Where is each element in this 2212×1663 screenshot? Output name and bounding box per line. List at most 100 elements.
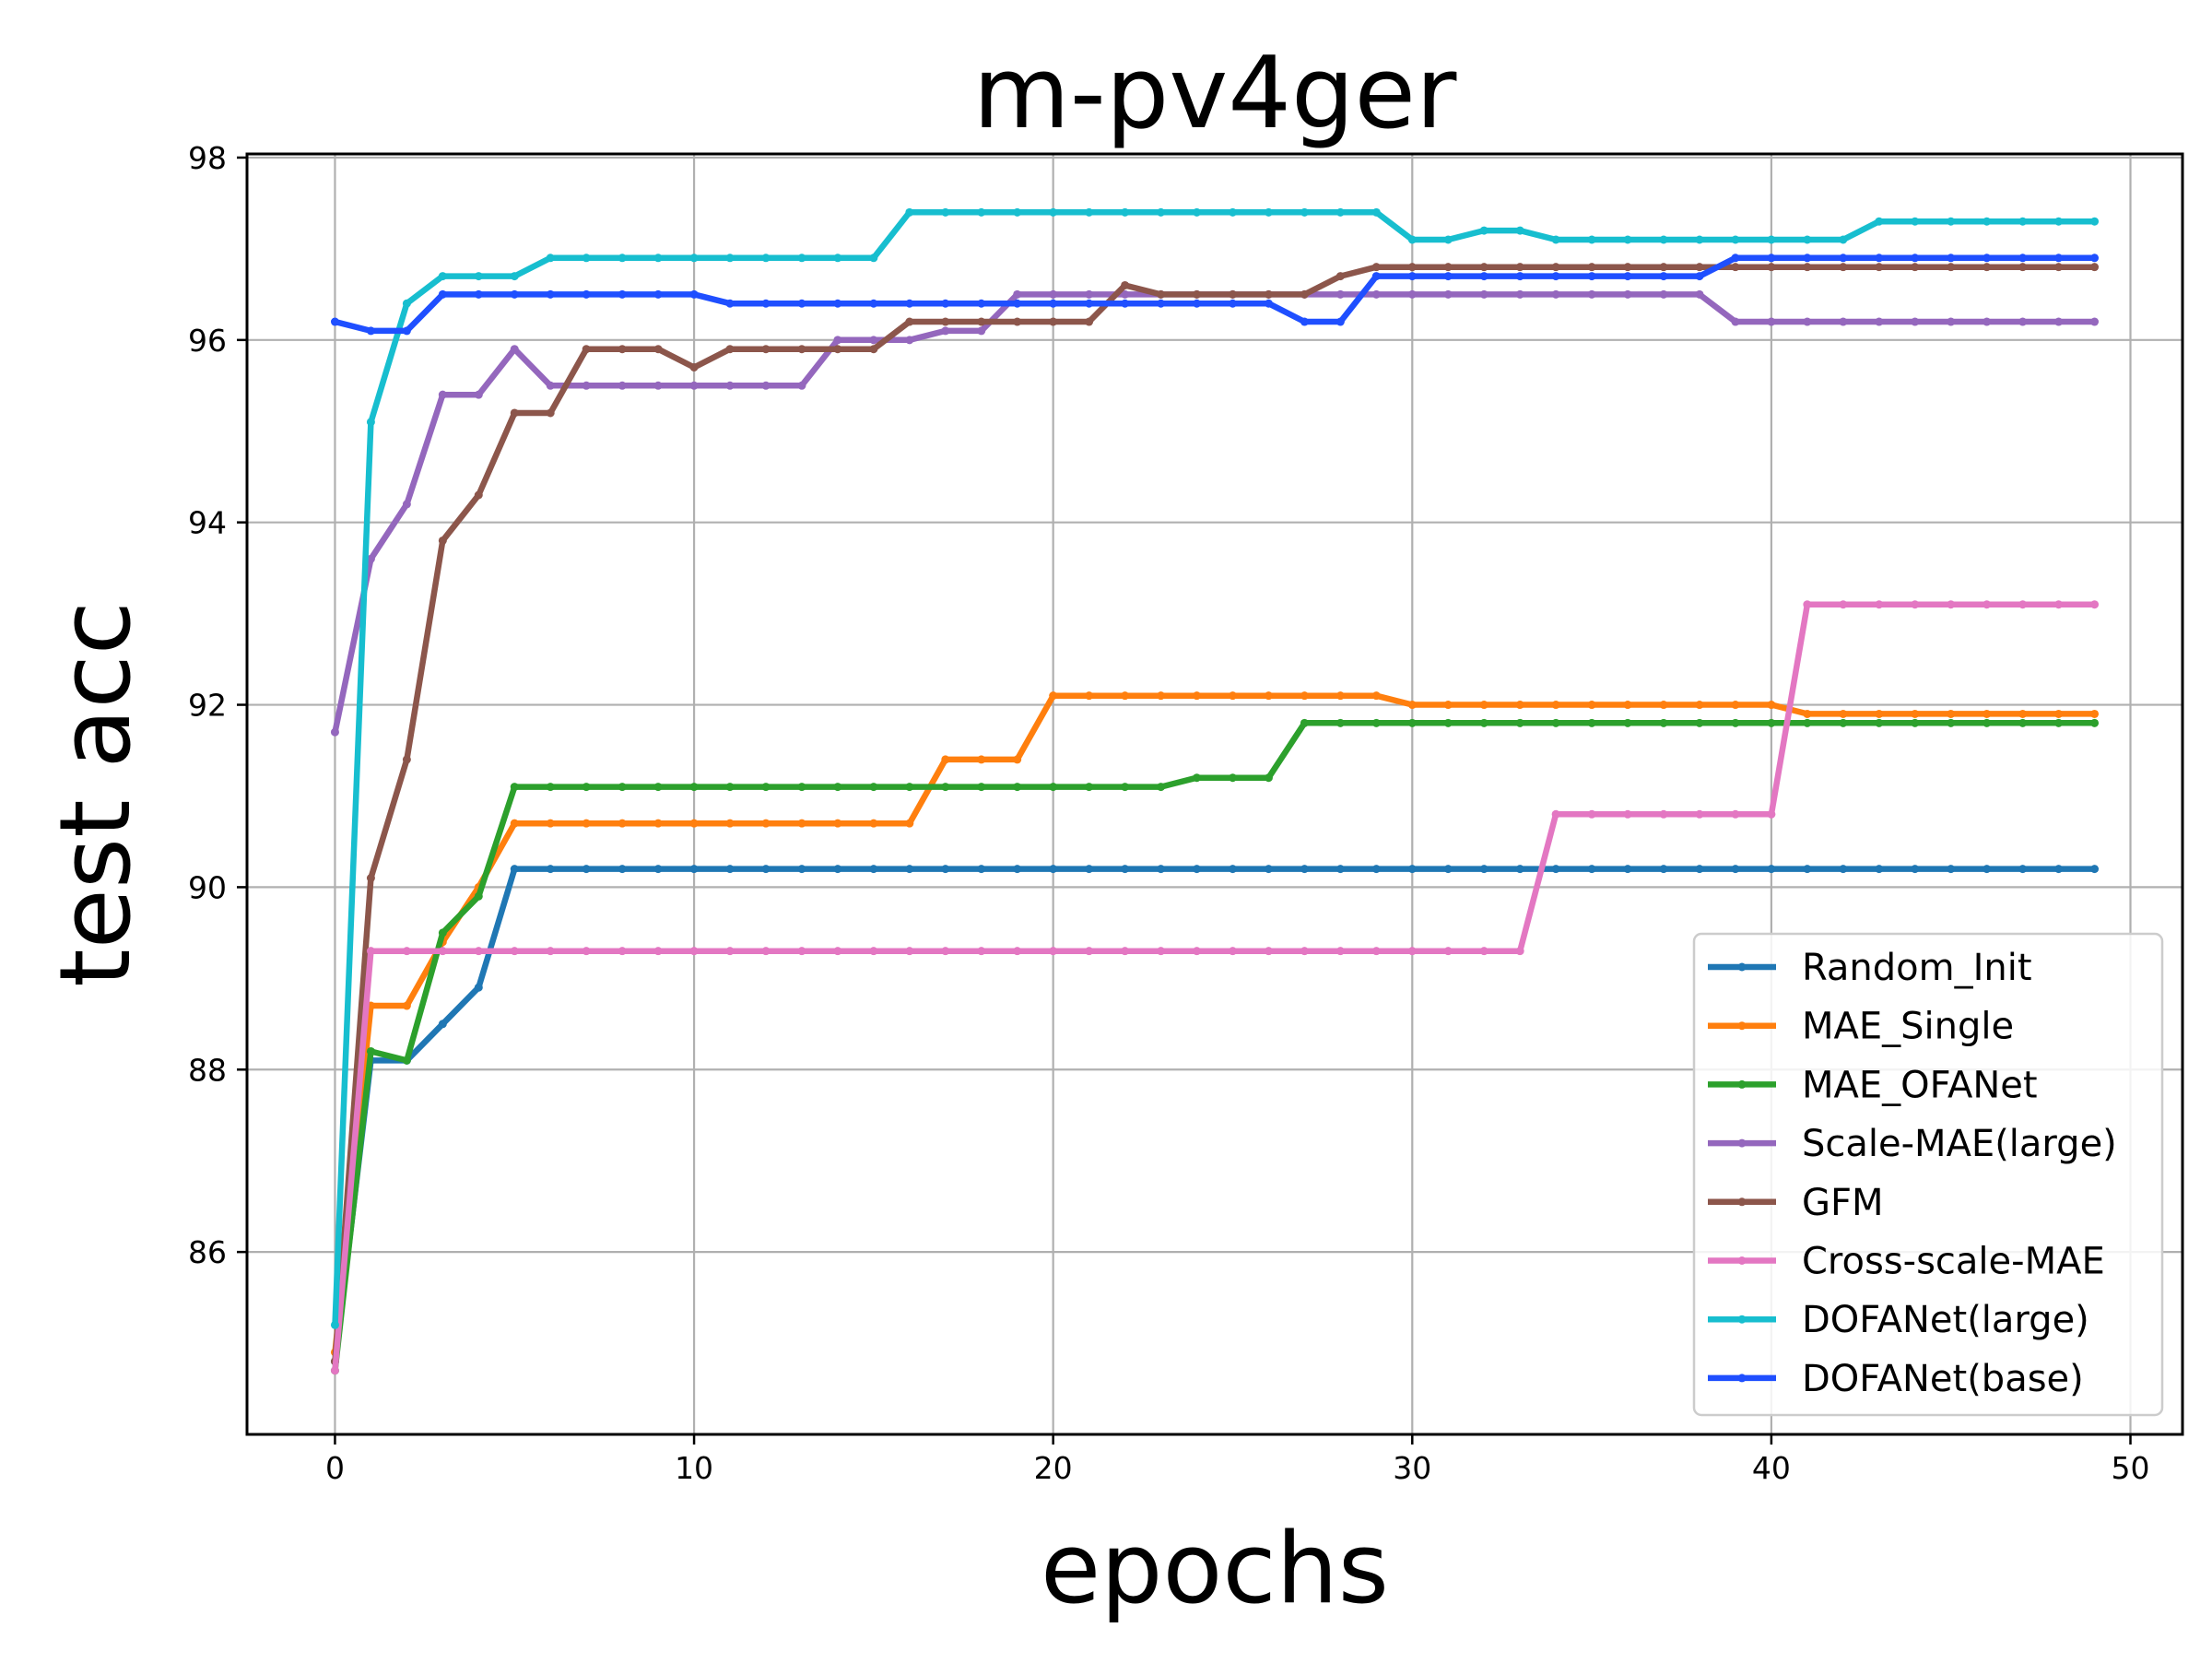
data-point	[2018, 263, 2028, 272]
data-point	[689, 381, 699, 390]
data-point	[510, 947, 519, 956]
data-point	[1335, 947, 1345, 956]
data-point	[725, 865, 735, 874]
data-point	[366, 418, 375, 427]
data-point	[1839, 235, 1848, 244]
series-line	[331, 254, 2098, 335]
data-point	[905, 783, 914, 792]
data-point	[1767, 809, 1776, 819]
series-lines	[330, 207, 2100, 1375]
data-point	[402, 299, 411, 308]
data-point	[1983, 865, 1992, 874]
data-point	[797, 819, 806, 828]
data-point	[474, 983, 483, 992]
data-point	[1767, 701, 1776, 710]
series-line	[331, 720, 2098, 1374]
data-point	[1228, 299, 1237, 308]
data-point	[582, 381, 591, 390]
data-point	[1013, 947, 1022, 956]
data-point	[761, 381, 771, 390]
data-point	[438, 536, 447, 545]
data-point	[689, 947, 699, 956]
legend-marker	[1737, 1197, 1747, 1207]
data-point	[2054, 317, 2064, 326]
data-point	[1193, 289, 1202, 299]
data-point	[869, 865, 878, 874]
data-point	[510, 345, 519, 354]
data-point	[1193, 865, 1202, 874]
data-point	[1049, 865, 1058, 874]
legend-label: DOFANet(base)	[1802, 1358, 2084, 1400]
data-point	[1803, 263, 1812, 272]
data-point	[402, 1001, 411, 1010]
data-point	[1767, 317, 1776, 326]
data-point	[474, 390, 483, 399]
x-tick-label: 20	[1034, 1450, 1073, 1486]
legend-marker	[1737, 1256, 1747, 1265]
data-point	[1551, 263, 1560, 272]
legend-marker	[1737, 1138, 1747, 1148]
data-point	[1911, 718, 1920, 727]
data-point	[1157, 289, 1166, 299]
data-point	[1443, 718, 1453, 727]
legend-item: DOFANet(large)	[1708, 1299, 2089, 1341]
data-point	[1049, 207, 1058, 217]
data-point	[1157, 691, 1166, 701]
data-point	[1085, 317, 1094, 326]
data-point	[1013, 207, 1022, 217]
data-point	[1623, 718, 1632, 727]
data-point	[941, 783, 950, 792]
data-point	[1587, 718, 1596, 727]
x-tick-label: 50	[2112, 1450, 2150, 1486]
data-point	[1983, 709, 1992, 718]
data-point	[1911, 254, 1920, 263]
y-tick-label: 90	[188, 869, 227, 905]
data-point	[1157, 947, 1166, 956]
x-tick-label: 0	[325, 1450, 345, 1486]
data-point	[1371, 207, 1381, 217]
data-point	[366, 947, 375, 956]
data-point	[869, 254, 878, 263]
series-0	[330, 865, 2100, 1366]
data-point	[1731, 263, 1740, 272]
y-tick-label: 88	[188, 1052, 227, 1088]
data-point	[546, 289, 555, 299]
data-point	[1551, 289, 1560, 299]
data-point	[833, 345, 842, 354]
data-point	[2018, 254, 2028, 263]
data-point	[1193, 299, 1202, 308]
data-point	[510, 408, 519, 418]
data-point	[1335, 207, 1345, 217]
data-point	[618, 254, 627, 263]
data-point	[1049, 947, 1058, 956]
data-point	[1587, 865, 1596, 874]
data-point	[510, 272, 519, 281]
data-point	[2054, 709, 2064, 718]
data-point	[761, 299, 771, 308]
legend-item: DOFANet(base)	[1708, 1358, 2084, 1400]
data-point	[1479, 865, 1488, 874]
data-point	[1659, 701, 1668, 710]
data-point	[2054, 263, 2064, 272]
data-point	[869, 336, 878, 345]
data-point	[833, 254, 842, 263]
data-point	[905, 299, 914, 308]
data-point	[725, 783, 735, 792]
data-point	[977, 299, 986, 308]
data-point	[977, 783, 986, 792]
series-5	[330, 600, 2100, 1375]
data-point	[1731, 865, 1740, 874]
data-point	[1407, 718, 1417, 727]
data-point	[402, 326, 411, 336]
legend-item: MAE_OFANet	[1708, 1064, 2038, 1106]
data-point	[1335, 718, 1345, 727]
data-point	[1623, 865, 1632, 874]
data-point	[1947, 263, 1956, 272]
x-axis-label: epochs	[1041, 1512, 1389, 1625]
data-point	[653, 289, 663, 299]
data-point	[2018, 317, 2028, 326]
data-point	[1947, 254, 1956, 263]
data-point	[2018, 709, 2028, 718]
data-point	[1587, 263, 1596, 272]
